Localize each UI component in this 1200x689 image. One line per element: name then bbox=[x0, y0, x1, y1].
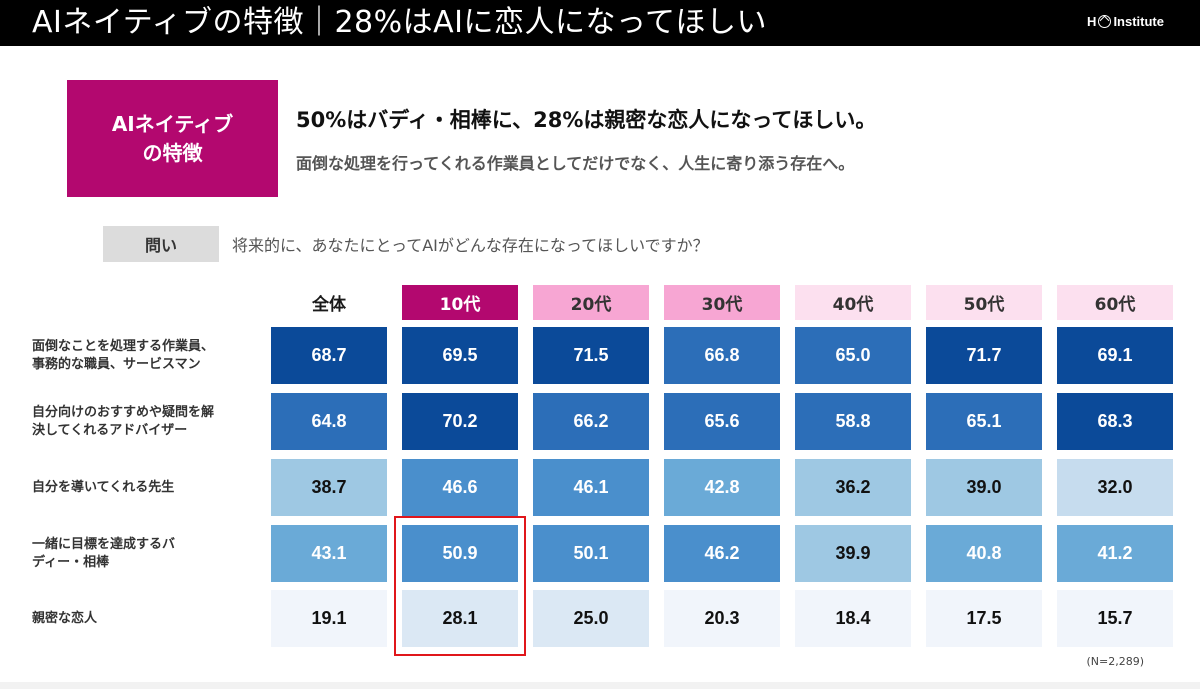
heatmap-cell: 66.8 bbox=[664, 327, 780, 384]
heatmap-cell: 39.9 bbox=[795, 525, 911, 582]
heatmap-cell: 39.0 bbox=[926, 459, 1042, 516]
heatmap-cell: 66.2 bbox=[533, 393, 649, 450]
sample-size-note: (N=2,289) bbox=[1086, 655, 1144, 668]
subheadline: 面倒な処理を行ってくれる作業員としてだけでなく、人生に寄り添う存在へ。 bbox=[296, 154, 855, 173]
heatmap-cell: 40.8 bbox=[926, 525, 1042, 582]
heatmap-cell: 19.1 bbox=[271, 590, 387, 647]
heatmap-cell: 46.6 bbox=[402, 459, 518, 516]
brand-logo-name: Institute bbox=[1113, 14, 1164, 29]
row-label: 自分向けのおすすめや疑問を解 決してくれるアドバイザー bbox=[32, 404, 215, 438]
brand-logo-icon bbox=[1098, 15, 1112, 28]
column-header: 10代 bbox=[402, 285, 518, 320]
heatmap-cell: 68.3 bbox=[1057, 393, 1173, 450]
page-title: AIネイティブの特徴｜28%はAIに恋人になってほしい bbox=[32, 5, 768, 40]
heatmap-cell: 64.8 bbox=[271, 393, 387, 450]
question-label: 問い bbox=[103, 226, 219, 262]
heatmap-cell: 32.0 bbox=[1057, 459, 1173, 516]
column-header: 40代 bbox=[795, 285, 911, 320]
heatmap-cell: 65.1 bbox=[926, 393, 1042, 450]
heatmap-cell: 70.2 bbox=[402, 393, 518, 450]
heatmap-cell: 36.2 bbox=[795, 459, 911, 516]
footer-strip bbox=[0, 682, 1200, 689]
heatmap-cell: 18.4 bbox=[795, 590, 911, 647]
column-header: 20代 bbox=[533, 285, 649, 320]
heatmap-cell: 15.7 bbox=[1057, 590, 1173, 647]
heatmap-cell: 69.5 bbox=[402, 327, 518, 384]
heatmap-cell: 68.7 bbox=[271, 327, 387, 384]
heatmap-cell: 46.2 bbox=[664, 525, 780, 582]
heatmap-cell: 17.5 bbox=[926, 590, 1042, 647]
section-badge: AIネイティブ の特徴 bbox=[67, 80, 278, 197]
heatmap-cell: 43.1 bbox=[271, 525, 387, 582]
column-header: 全体 bbox=[312, 295, 346, 315]
column-header: 30代 bbox=[664, 285, 780, 320]
row-label: 自分を導いてくれる先生 bbox=[32, 479, 175, 495]
question-text: 将来的に、あなたにとってAIがどんな存在になってほしいですか？ bbox=[232, 236, 709, 255]
heatmap-cell: 28.1 bbox=[402, 590, 518, 647]
heatmap-cell: 38.7 bbox=[271, 459, 387, 516]
heatmap-cell: 42.8 bbox=[664, 459, 780, 516]
heatmap-cell: 69.1 bbox=[1057, 327, 1173, 384]
row-label: 面倒なことを処理する作業員、 事務的な職員、サービスマン bbox=[32, 338, 215, 372]
column-header: 50代 bbox=[926, 285, 1042, 320]
row-label: 親密な恋人 bbox=[32, 610, 98, 626]
title-bar: AIネイティブの特徴｜28%はAIに恋人になってほしい H Institute bbox=[0, 0, 1200, 46]
row-label: 一緒に目標を達成するバ ディー・相棒 bbox=[32, 536, 176, 570]
heatmap-cell: 41.2 bbox=[1057, 525, 1173, 582]
heatmap-cell: 50.1 bbox=[533, 525, 649, 582]
heatmap-cell: 50.9 bbox=[402, 525, 518, 582]
heatmap-cell: 20.3 bbox=[664, 590, 780, 647]
heatmap-cell: 65.0 bbox=[795, 327, 911, 384]
heatmap-cell: 71.7 bbox=[926, 327, 1042, 384]
heatmap-cell: 58.8 bbox=[795, 393, 911, 450]
heatmap-cell: 25.0 bbox=[533, 590, 649, 647]
brand-logo: H Institute bbox=[1087, 14, 1164, 29]
headline: 50%はバディ・相棒に、28%は親密な恋人になってほしい。 bbox=[296, 108, 877, 132]
brand-logo-h: H bbox=[1087, 14, 1097, 29]
heatmap-cell: 46.1 bbox=[533, 459, 649, 516]
heatmap-cell: 71.5 bbox=[533, 327, 649, 384]
heatmap-cell: 65.6 bbox=[664, 393, 780, 450]
column-header: 60代 bbox=[1057, 285, 1173, 320]
